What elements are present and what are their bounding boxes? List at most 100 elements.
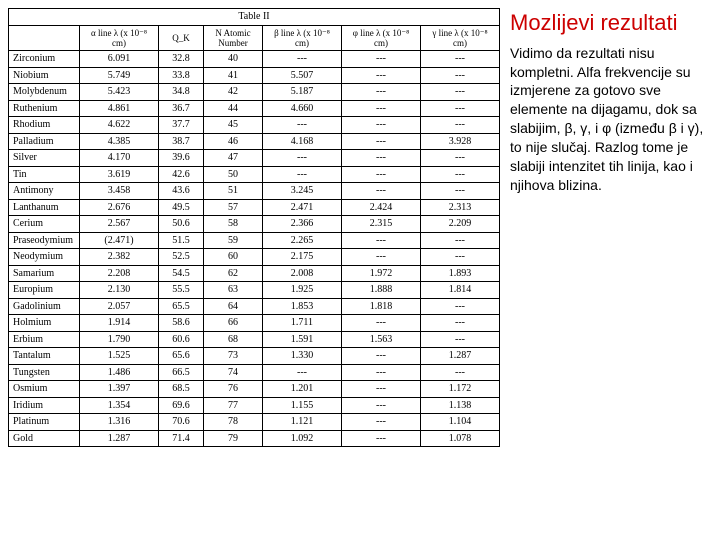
table-cell: 1.914 bbox=[80, 315, 159, 332]
table-cell: 32.8 bbox=[159, 51, 204, 68]
table-cell: 2.008 bbox=[263, 265, 342, 282]
table-row: Iridium1.35469.6771.155---1.138 bbox=[9, 397, 500, 414]
table-header-row: α line λ (x 10⁻⁸ cm) Q_K N Atomic Number… bbox=[9, 25, 500, 51]
table-row: Rhodium4.62237.745--------- bbox=[9, 117, 500, 134]
table-cell: 2.366 bbox=[263, 216, 342, 233]
table-cell: --- bbox=[421, 298, 500, 315]
table-cell: 77 bbox=[204, 397, 263, 414]
table-cell: 79 bbox=[204, 430, 263, 447]
table-row: Lanthanum2.67649.5572.4712.4242.313 bbox=[9, 199, 500, 216]
table-cell: --- bbox=[342, 67, 421, 84]
table-cell: 44 bbox=[204, 100, 263, 117]
table-cell: 1.078 bbox=[421, 430, 500, 447]
side-title: Mozlijevi rezultati bbox=[510, 8, 712, 38]
table-cell: 1.888 bbox=[342, 282, 421, 299]
table-cell: 65.6 bbox=[159, 348, 204, 365]
table-cell: 4.385 bbox=[80, 133, 159, 150]
table-row: Gadolinium2.05765.5641.8531.818--- bbox=[9, 298, 500, 315]
table-cell: 46 bbox=[204, 133, 263, 150]
table-cell: 60 bbox=[204, 249, 263, 266]
table-cell: --- bbox=[263, 166, 342, 183]
table-cell: 1.121 bbox=[263, 414, 342, 431]
table-cell: 1.138 bbox=[421, 397, 500, 414]
table-cell: 54.5 bbox=[159, 265, 204, 282]
table-cell: 42.6 bbox=[159, 166, 204, 183]
table-cell: --- bbox=[421, 51, 500, 68]
table-cell: 2.424 bbox=[342, 199, 421, 216]
header-beta: β line λ (x 10⁻⁸ cm) bbox=[263, 25, 342, 51]
table-cell: 2.471 bbox=[263, 199, 342, 216]
table-cell: 4.622 bbox=[80, 117, 159, 134]
table-cell: --- bbox=[342, 364, 421, 381]
table-cell: --- bbox=[342, 232, 421, 249]
table-cell: 63 bbox=[204, 282, 263, 299]
table-cell: Palladium bbox=[9, 133, 80, 150]
table-cell: 76 bbox=[204, 381, 263, 398]
data-table: Table II α line λ (x 10⁻⁸ cm) Q_K N Atom… bbox=[8, 8, 500, 447]
table-cell: 65.5 bbox=[159, 298, 204, 315]
table-cell: --- bbox=[342, 348, 421, 365]
table-cell: 1.155 bbox=[263, 397, 342, 414]
table-cell: --- bbox=[421, 331, 500, 348]
table-cell: --- bbox=[421, 67, 500, 84]
table-cell: 36.7 bbox=[159, 100, 204, 117]
table-cell: 50 bbox=[204, 166, 263, 183]
table-cell: Praseodymium bbox=[9, 232, 80, 249]
header-element bbox=[9, 25, 80, 51]
table-cell: 2.265 bbox=[263, 232, 342, 249]
table-cell: 1.330 bbox=[263, 348, 342, 365]
table-cell: 1.853 bbox=[263, 298, 342, 315]
table-cell: 1.092 bbox=[263, 430, 342, 447]
table-cell: --- bbox=[421, 84, 500, 101]
table-cell: 2.209 bbox=[421, 216, 500, 233]
table-cell: 66 bbox=[204, 315, 263, 332]
table-cell: 4.168 bbox=[263, 133, 342, 150]
table-row: Platinum1.31670.6781.121---1.104 bbox=[9, 414, 500, 431]
table-cell: (2.471) bbox=[80, 232, 159, 249]
table-cell: 70.6 bbox=[159, 414, 204, 431]
table-cell: Niobium bbox=[9, 67, 80, 84]
table-cell: Tantalum bbox=[9, 348, 80, 365]
table-row: Gold1.28771.4791.092---1.078 bbox=[9, 430, 500, 447]
table-cell: --- bbox=[263, 364, 342, 381]
table-row: Tantalum1.52565.6731.330---1.287 bbox=[9, 348, 500, 365]
table-cell: 3.458 bbox=[80, 183, 159, 200]
side-body: Vidimo da rezultati nisu kompletni. Alfa… bbox=[510, 44, 712, 195]
table-row: Tungsten1.48666.574--------- bbox=[9, 364, 500, 381]
table-row: Ruthenium4.86136.7444.660------ bbox=[9, 100, 500, 117]
table-cell: 1.711 bbox=[263, 315, 342, 332]
table-cell: Rhodium bbox=[9, 117, 80, 134]
table-cell: 52.5 bbox=[159, 249, 204, 266]
table-cell: 2.175 bbox=[263, 249, 342, 266]
table-cell: 6.091 bbox=[80, 51, 159, 68]
table-cell: 2.130 bbox=[80, 282, 159, 299]
table-cell: 2.567 bbox=[80, 216, 159, 233]
table-cell: 39.6 bbox=[159, 150, 204, 167]
table-cell: 1.287 bbox=[421, 348, 500, 365]
table-cell: 69.6 bbox=[159, 397, 204, 414]
table-cell: 3.245 bbox=[263, 183, 342, 200]
table-cell: 2.313 bbox=[421, 199, 500, 216]
table-row: Silver4.17039.647--------- bbox=[9, 150, 500, 167]
table-cell: 68.5 bbox=[159, 381, 204, 398]
table-cell: 74 bbox=[204, 364, 263, 381]
table-cell: 62 bbox=[204, 265, 263, 282]
table-cell: --- bbox=[263, 51, 342, 68]
header-phi: φ line λ (x 10⁻⁸ cm) bbox=[342, 25, 421, 51]
table-cell: 68 bbox=[204, 331, 263, 348]
table-cell: 59 bbox=[204, 232, 263, 249]
table-cell: 1.818 bbox=[342, 298, 421, 315]
table-cell: Osmium bbox=[9, 381, 80, 398]
table-cell: --- bbox=[263, 150, 342, 167]
table-cell: --- bbox=[342, 397, 421, 414]
table-cell: 1.316 bbox=[80, 414, 159, 431]
table-cell: Molybdenum bbox=[9, 84, 80, 101]
table-cell: 1.201 bbox=[263, 381, 342, 398]
table-cell: 2.057 bbox=[80, 298, 159, 315]
table-cell: Zirconium bbox=[9, 51, 80, 68]
table-row: Samarium2.20854.5622.0081.9721.893 bbox=[9, 265, 500, 282]
table-row: Antimony3.45843.6513.245------ bbox=[9, 183, 500, 200]
table-row: Osmium1.39768.5761.201---1.172 bbox=[9, 381, 500, 398]
header-alpha: α line λ (x 10⁻⁸ cm) bbox=[80, 25, 159, 51]
table-cell: 51 bbox=[204, 183, 263, 200]
